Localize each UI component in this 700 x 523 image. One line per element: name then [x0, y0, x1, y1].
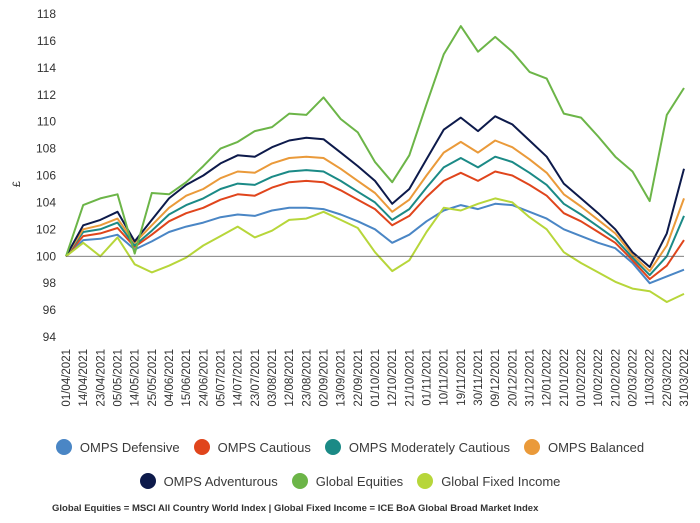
- legend-row-1: OMPS Defensive OMPS Cautious OMPS Moderate…: [0, 439, 700, 455]
- x-tick-label: 10/02/2022: [593, 349, 605, 407]
- x-tick-label: 20/12/2021: [507, 349, 519, 407]
- x-tick-label: 05/07/2021: [216, 349, 228, 407]
- x-tick-label: 23/07/2021: [250, 349, 262, 407]
- x-tick-label: 14/05/2021: [130, 349, 142, 407]
- x-tick-label: 14/04/2021: [78, 349, 90, 407]
- x-tick-label: 11/03/2022: [645, 349, 657, 406]
- legend-item: OMPS Defensive: [55, 439, 180, 455]
- series-line-omps-cautious: [65, 170, 685, 281]
- legend-item: Global Equities: [291, 473, 404, 489]
- legend-swatch: [139, 473, 156, 489]
- x-tick-label: 22/03/2022: [662, 349, 674, 407]
- y-tick-label: 112: [37, 88, 56, 102]
- legend-label: Global Equities: [315, 473, 404, 489]
- y-tick-label: 104: [36, 195, 56, 209]
- y-tick-label: 118: [37, 7, 56, 21]
- x-tick-label: 31/03/2022: [679, 349, 691, 407]
- y-tick-label: 108: [36, 142, 56, 156]
- legend-label: OMPS Adventurous: [163, 473, 278, 489]
- series-line-omps-balanced: [65, 139, 685, 273]
- x-tick-label: 23/04/2021: [95, 349, 107, 407]
- series-line-omps-defensive: [65, 202, 685, 285]
- x-tick-label: 09/12/2021: [490, 349, 502, 407]
- x-tick-label: 02/03/2022: [628, 349, 640, 407]
- x-tick-label: 02/09/2021: [319, 349, 331, 407]
- legend-swatch: [417, 473, 434, 489]
- x-tick-label: 12/01/2022: [542, 349, 554, 407]
- legend-row-2: OMPS Adventurous Global Equities Global Fi…: [0, 473, 700, 489]
- x-tick-label: 01/04/2021: [61, 349, 73, 407]
- x-tick-label: 01/02/2022: [576, 349, 588, 407]
- x-tick-label: 31/12/2021: [525, 349, 537, 407]
- footnote: Global Equities = MSCI All Country World…: [52, 503, 539, 514]
- y-tick-label: 94: [43, 330, 57, 344]
- series-line-omps-moderately-cautious: [65, 155, 685, 277]
- series-line-global-fixed-income: [65, 197, 685, 303]
- y-tick-label: 102: [36, 222, 56, 236]
- y-tick-label: 98: [43, 276, 57, 290]
- x-tick-label: 14/07/2021: [233, 349, 245, 407]
- legend-item: OMPS Balanced: [523, 439, 645, 455]
- legend-item: Global Fixed Income: [417, 473, 560, 489]
- legend-label: OMPS Moderately Cautious: [348, 439, 510, 455]
- x-axis-tick-labels: 01/04/2021 14/04/2021 23/04/2021 05/05/2021…: [61, 349, 691, 407]
- x-tick-label: 04/06/2021: [164, 349, 176, 407]
- x-tick-label: 21/02/2022: [610, 349, 622, 407]
- y-tick-label: 96: [43, 303, 57, 317]
- legend-label: Global Fixed Income: [441, 473, 561, 489]
- legend-label: OMPS Balanced: [547, 439, 645, 455]
- x-tick-label: 15/06/2021: [181, 349, 193, 407]
- x-tick-label: 01/11/2021: [422, 349, 434, 406]
- x-tick-label: 23/08/2021: [301, 349, 313, 407]
- x-tick-label: 21/01/2022: [559, 349, 571, 407]
- x-tick-label: 30/11/2021: [473, 349, 485, 406]
- x-tick-label: 19/11/2021: [456, 349, 468, 406]
- x-tick-label: 12/08/2021: [284, 349, 296, 407]
- y-tick-label: 106: [36, 169, 56, 183]
- y-tick-label: 116: [37, 34, 56, 48]
- x-tick-label: 01/10/2021: [370, 349, 382, 407]
- legend-swatch: [193, 439, 210, 455]
- legend-swatch: [55, 439, 72, 455]
- x-tick-label: 03/08/2021: [267, 349, 279, 407]
- legend-item: OMPS Cautious: [193, 439, 311, 455]
- y-tick-label: 110: [37, 115, 56, 129]
- legend-item: OMPS Adventurous: [139, 473, 278, 489]
- x-tick-label: 10/11/2021: [439, 349, 451, 406]
- y-tick-label: 114: [37, 61, 56, 75]
- legend-swatch: [324, 439, 341, 455]
- legend-label: OMPS Defensive: [79, 439, 180, 455]
- series-lines: [65, 25, 685, 303]
- x-tick-label: 12/10/2021: [387, 349, 399, 407]
- legend-swatch: [523, 439, 540, 455]
- legend-item: OMPS Moderately Cautious: [324, 439, 510, 455]
- y-axis-tick-labels: 94 96 98 100 102 104 106 108 110 112 114 116 118: [36, 7, 56, 344]
- x-tick-label: 25/05/2021: [147, 349, 159, 407]
- x-tick-label: 24/06/2021: [198, 349, 210, 407]
- legend-swatch: [291, 473, 308, 489]
- x-tick-label: 22/09/2021: [353, 349, 365, 407]
- series-line-omps-adventurous: [65, 115, 685, 268]
- x-tick-label: 05/05/2021: [113, 349, 125, 407]
- series-line-global-equities: [65, 25, 685, 257]
- legend-label: OMPS Cautious: [217, 439, 311, 455]
- x-tick-label: 21/10/2021: [404, 349, 416, 407]
- y-tick-label: 100: [36, 249, 56, 263]
- x-tick-label: 13/09/2021: [336, 349, 348, 407]
- y-axis-label: £: [11, 180, 24, 188]
